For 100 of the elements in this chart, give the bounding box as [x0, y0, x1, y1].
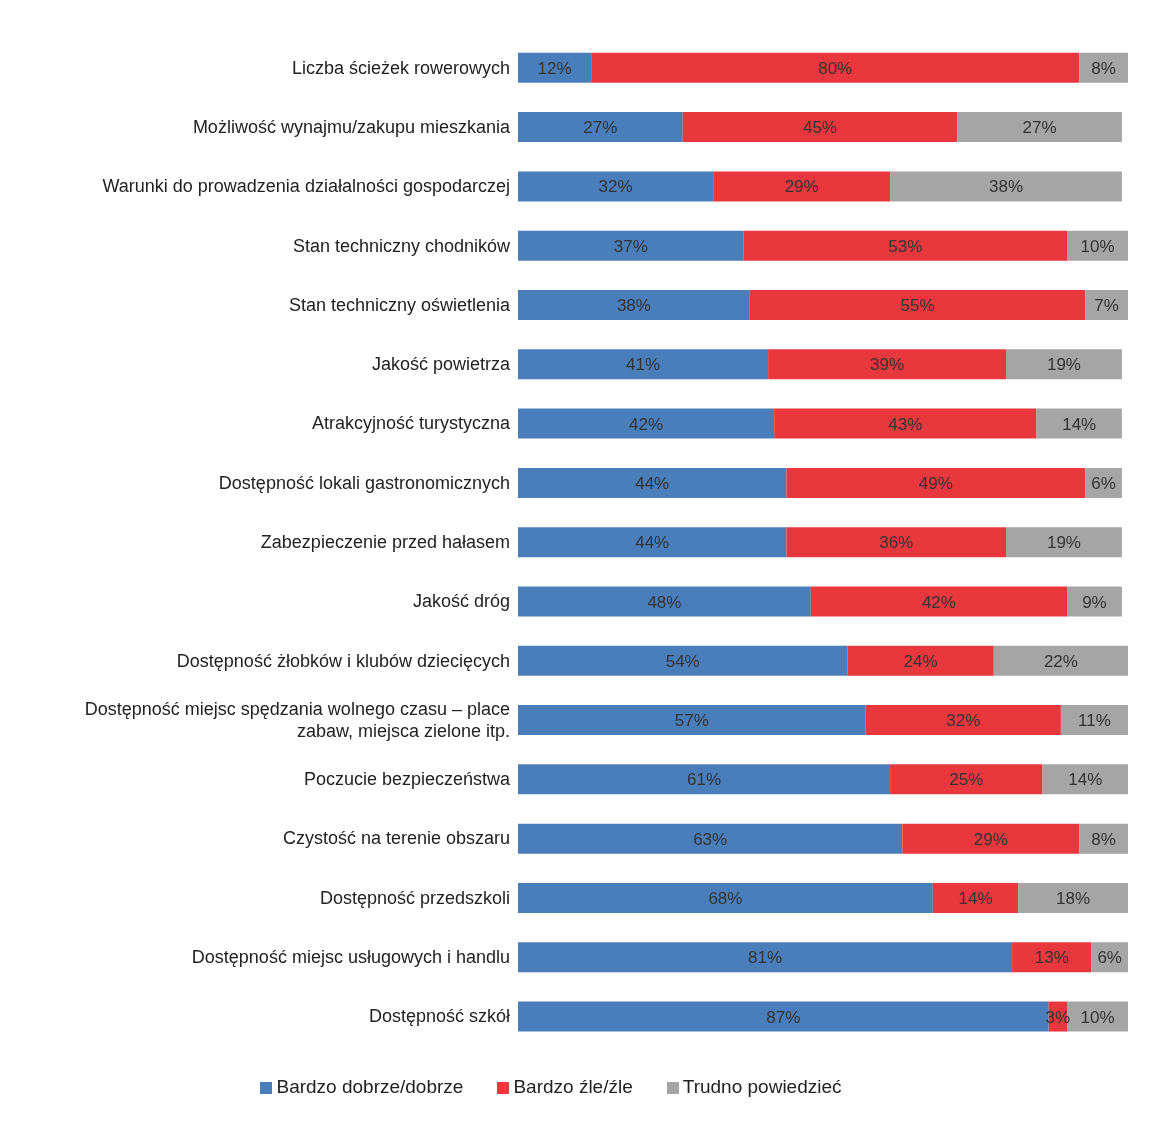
- y-tick-label: Zabezpieczenie przed hałasem: [260, 532, 510, 552]
- data-label: 14%: [1062, 414, 1097, 434]
- data-label: 53%: [888, 236, 923, 256]
- data-label: 36%: [879, 533, 914, 553]
- y-tick-label: Liczba ścieżek rowerowych: [291, 57, 510, 78]
- bar: [1006, 527, 1122, 558]
- data-label: 43%: [888, 414, 923, 434]
- bar: [518, 408, 775, 439]
- data-label: 19%: [1046, 533, 1081, 553]
- bar: [1018, 882, 1128, 913]
- bar: [518, 942, 1013, 973]
- bar: [518, 823, 903, 854]
- bar: [743, 230, 1067, 261]
- y-tick-label: Możliwość wynajmu/zakupu mieszkania: [192, 116, 511, 137]
- data-label: 19%: [1046, 355, 1081, 375]
- data-label: 38%: [616, 296, 651, 316]
- data-label: 49%: [918, 473, 953, 493]
- data-label: 6%: [1091, 473, 1116, 493]
- data-label: 10%: [1080, 236, 1115, 256]
- bar: [932, 882, 1019, 913]
- bar: [518, 527, 787, 558]
- data-label: 12%: [537, 58, 572, 78]
- data-label: 14%: [958, 888, 993, 908]
- data-label: 25%: [949, 770, 984, 790]
- bar: [786, 467, 1086, 498]
- y-tick-label: Dostępność przedszkoli: [319, 887, 510, 908]
- data-label: 22%: [1043, 651, 1078, 671]
- bar: [518, 764, 891, 795]
- bar: [518, 171, 714, 202]
- bar: [890, 764, 1043, 795]
- y-tick-label: Stan techniczny chodników: [292, 235, 511, 256]
- data-label: 55%: [900, 296, 935, 316]
- data-label: 32%: [598, 177, 633, 197]
- data-label: 9%: [1082, 592, 1107, 612]
- bar: [518, 467, 787, 498]
- y-tick-label: Jakość powietrza: [371, 354, 511, 375]
- legend-label: Bardzo dobrze/dobrze: [276, 1076, 464, 1097]
- legend-label: Bardzo źle/źle: [513, 1076, 633, 1097]
- data-label: 45%: [802, 118, 837, 138]
- bar: [786, 527, 1006, 558]
- bar: [518, 349, 769, 380]
- bar: [749, 290, 1086, 320]
- data-label: 18%: [1056, 888, 1091, 908]
- y-tick-label: Poczucie bezpieczeństwa: [303, 769, 511, 790]
- bar: [1036, 408, 1122, 439]
- bar: [518, 290, 750, 320]
- bar: [518, 705, 866, 736]
- bar: [518, 645, 848, 676]
- bar: [890, 171, 1122, 202]
- data-label: 44%: [635, 473, 670, 493]
- y-tick-label: Jakość dróg: [412, 591, 510, 612]
- data-label: 42%: [921, 592, 956, 612]
- bar: [1012, 942, 1092, 973]
- data-label: 39%: [870, 355, 905, 375]
- y-tick-label: Dostępność miejsc spędzania wolnego czasu – place zabaw, miejsca zielone itp.: [84, 698, 510, 741]
- data-label: 11%: [1078, 711, 1111, 731]
- bar: [768, 349, 1006, 380]
- legend-label: Trudno powiedzieć: [682, 1076, 842, 1097]
- data-label: 44%: [635, 533, 670, 553]
- y-tick-label: Atrakcyjność turystyczna: [311, 413, 511, 434]
- bar: [957, 112, 1122, 143]
- data-label: 13%: [1034, 948, 1069, 968]
- bar: [847, 645, 994, 676]
- bar: [518, 112, 683, 143]
- data-label: 14%: [1068, 770, 1103, 790]
- data-label: 8%: [1091, 829, 1116, 849]
- bar: [682, 112, 958, 143]
- data-label: 29%: [784, 177, 819, 197]
- data-label: 80%: [818, 58, 853, 78]
- data-label: 42%: [629, 414, 664, 434]
- data-label: 81%: [748, 948, 783, 968]
- data-label: 27%: [1022, 118, 1057, 138]
- bar: [1042, 764, 1128, 795]
- data-label: 6%: [1097, 948, 1122, 968]
- y-tick-label: Dostępność szkół: [368, 1006, 510, 1027]
- data-label: 7%: [1094, 296, 1119, 316]
- data-label: 48%: [647, 592, 682, 612]
- data-label: 27%: [583, 118, 618, 138]
- bar: [518, 230, 744, 261]
- bar: [993, 645, 1128, 676]
- y-tick-label: Czystość na terenie obszaru: [282, 828, 510, 849]
- bar: [1060, 705, 1128, 736]
- bar: [774, 408, 1037, 439]
- data-label: 37%: [613, 236, 648, 256]
- bar: [713, 171, 891, 202]
- y-tick-label: Dostępność żłobków i klubów dziecięcych: [176, 650, 510, 671]
- data-label: 41%: [626, 355, 661, 375]
- y-tick-label: Dostępność lokali gastronomicznych: [218, 472, 510, 493]
- data-label: 8%: [1091, 58, 1116, 78]
- bar: [865, 705, 1061, 736]
- y-tick-label: Warunki do prowadzenia działalności gospodarczej: [102, 176, 510, 197]
- data-label: 57%: [674, 711, 709, 731]
- bar: [591, 52, 1080, 83]
- data-label: 54%: [665, 651, 700, 671]
- bar: [518, 52, 592, 83]
- data-label: 68%: [708, 888, 743, 908]
- data-label: 63%: [693, 829, 728, 849]
- bar: [518, 882, 933, 913]
- data-label: 38%: [988, 177, 1024, 197]
- y-tick-label: Stan techniczny oświetlenia: [288, 294, 511, 315]
